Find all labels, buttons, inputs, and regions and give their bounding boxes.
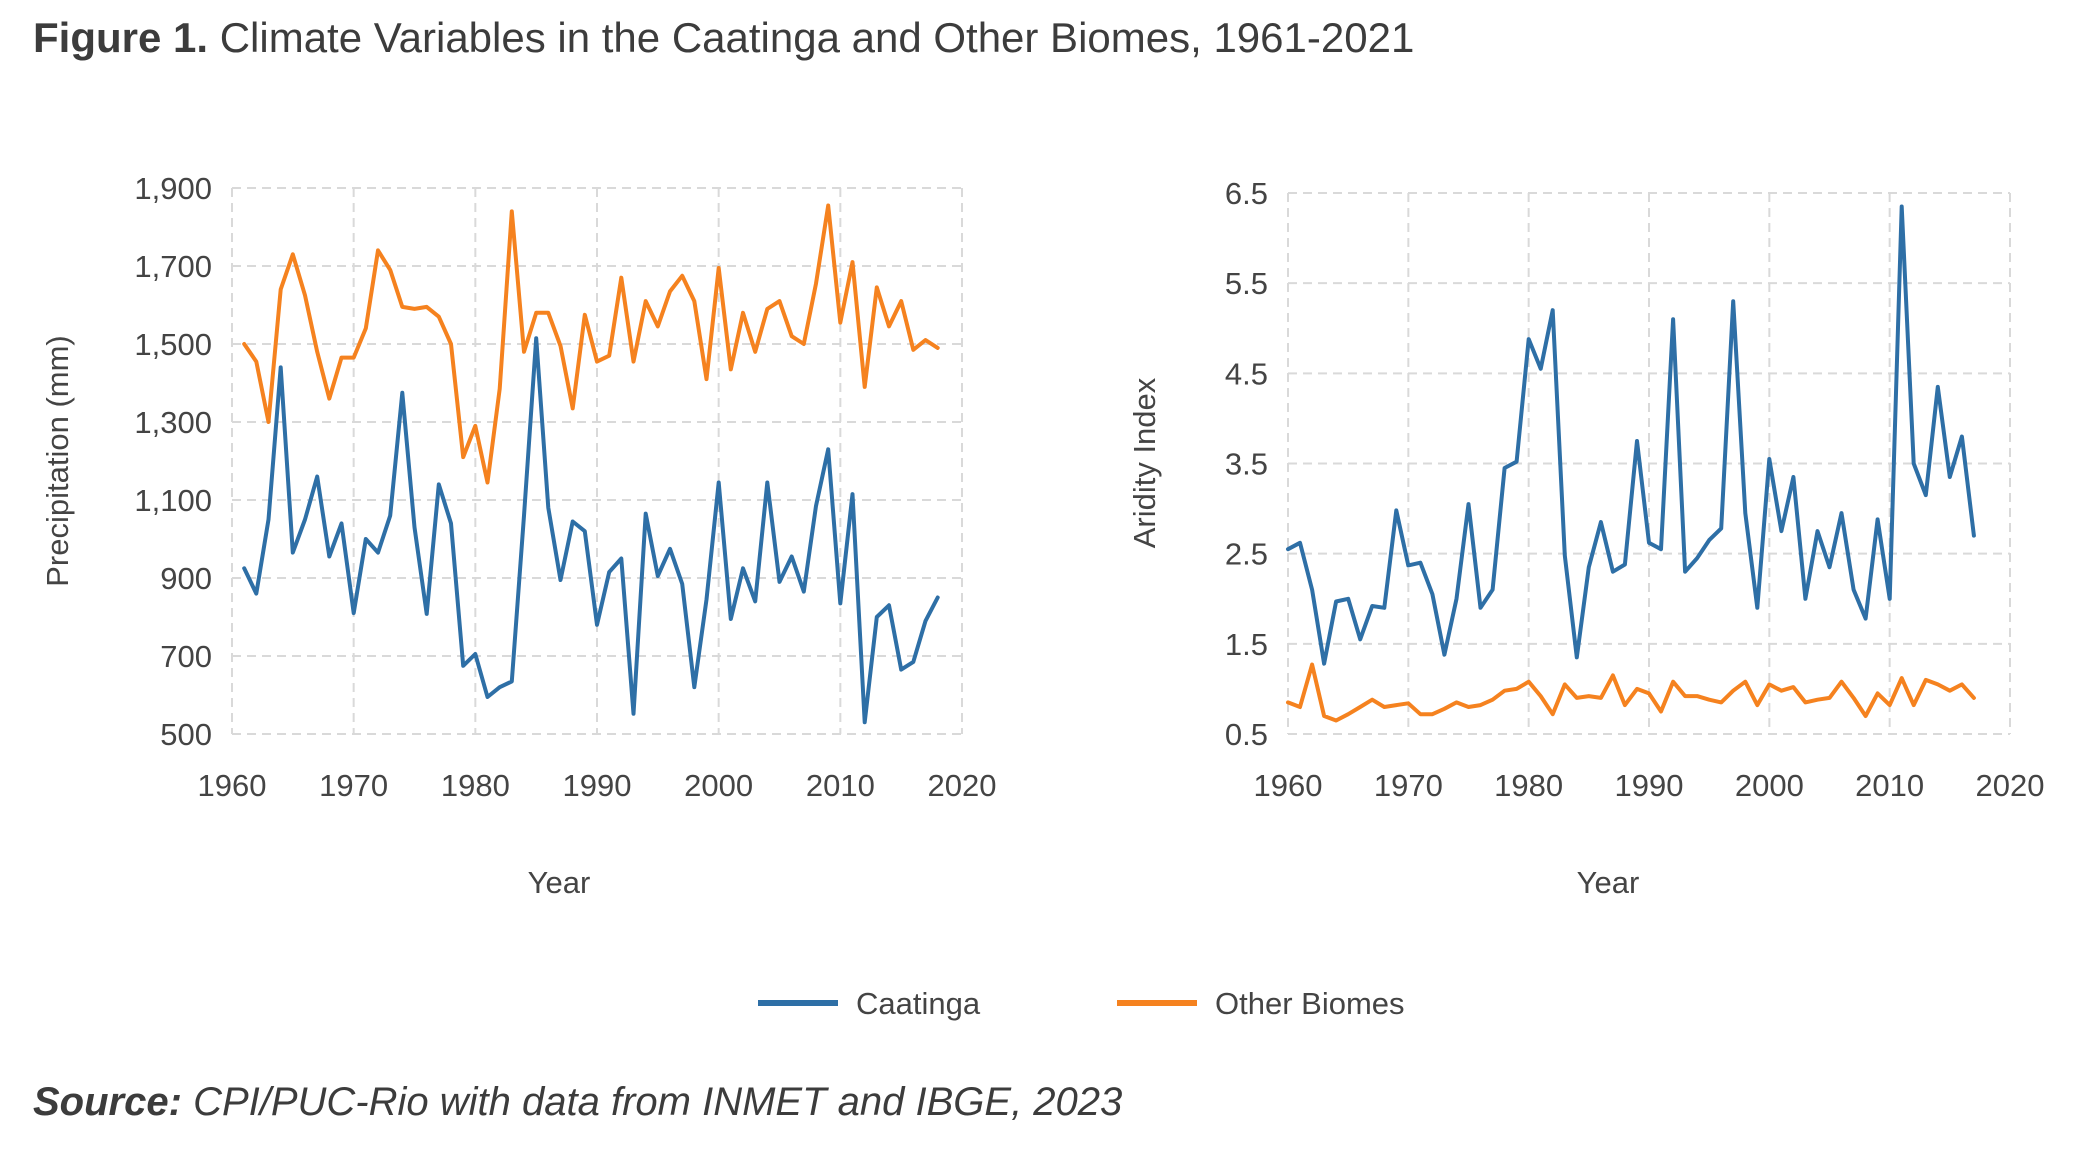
y-tick-label: 500 — [160, 717, 212, 752]
x-tick-label: 1980 — [441, 768, 510, 803]
x-tick-label: 2010 — [806, 768, 875, 803]
x-tick-label: 1990 — [563, 768, 632, 803]
figure-title: Figure 1. Climate Variables in the Caati… — [33, 14, 1414, 62]
x-axis-title: Year — [528, 865, 591, 900]
y-tick-label: 1.5 — [1225, 627, 1268, 662]
y-tick-label: 3.5 — [1225, 447, 1268, 482]
y-tick-label: 900 — [160, 561, 212, 596]
x-tick-label: 2000 — [684, 768, 753, 803]
series-line-caatinga — [242, 336, 940, 725]
y-tick-label: 1,300 — [134, 405, 212, 440]
source-text: CPI/PUC-Rio with data from INMET and IBG… — [193, 1080, 1123, 1124]
y-axis-title: Aridity Index — [1127, 377, 1162, 548]
x-tick-label: 1970 — [319, 768, 388, 803]
series-line-caatinga — [1286, 204, 1976, 666]
y-tick-label: 700 — [160, 639, 212, 674]
x-axis-title: Year — [1577, 865, 1640, 900]
y-axis-title: Precipitation (mm) — [40, 335, 75, 587]
y-tick-label: 6.5 — [1225, 176, 1268, 211]
series-line-other-biomes — [242, 203, 940, 485]
x-tick-label: 1980 — [1494, 768, 1563, 803]
legend-label: Caatinga — [856, 986, 981, 1021]
source-label: Source: — [33, 1080, 182, 1124]
x-tick-label: 2010 — [1855, 768, 1924, 803]
y-tick-label: 1,100 — [134, 483, 212, 518]
figure-label: Figure 1. — [33, 14, 209, 61]
x-tick-label: 2020 — [928, 768, 997, 803]
legend-item-other-biomes: Other Biomes — [1117, 986, 1405, 1021]
y-tick-label: 1,900 — [134, 171, 212, 206]
x-tick-label: 1990 — [1615, 768, 1684, 803]
gridlines — [1287, 192, 2011, 735]
legend-label: Other Biomes — [1215, 986, 1405, 1021]
source-note: Source: CPI/PUC-Rio with data from INMET… — [33, 1080, 1122, 1125]
y-tick-label: 1,700 — [134, 249, 212, 284]
x-tick-label: 1960 — [1254, 768, 1323, 803]
y-tick-label: 5.5 — [1225, 266, 1268, 301]
y-tick-label: 2.5 — [1225, 537, 1268, 572]
x-tick-label: 1970 — [1374, 768, 1443, 803]
aridity-index-chart: 0.5 1.5 2.5 3.5 4.5 5.5 6.5 1960 1970 1980 1990 200… — [1127, 176, 2044, 900]
y-tick-label: 0.5 — [1225, 717, 1268, 752]
precipitation-chart: 500 700 900 1,100 1,300 1,500 1,700 1,900 1960 19… — [40, 171, 996, 900]
x-tick-label: 2000 — [1735, 768, 1804, 803]
series-line-other-biomes — [1286, 662, 1976, 723]
x-tick-label: 1960 — [198, 768, 267, 803]
y-tick-label: 4.5 — [1225, 356, 1268, 391]
legend-item-caatinga: Caatinga — [758, 986, 981, 1021]
y-tick-label: 1,500 — [134, 327, 212, 362]
x-tick-label: 2020 — [1976, 768, 2045, 803]
figure-title-text: Climate Variables in the Caatinga and Ot… — [219, 14, 1415, 61]
legend: Caatinga Other Biomes — [758, 986, 1405, 1021]
